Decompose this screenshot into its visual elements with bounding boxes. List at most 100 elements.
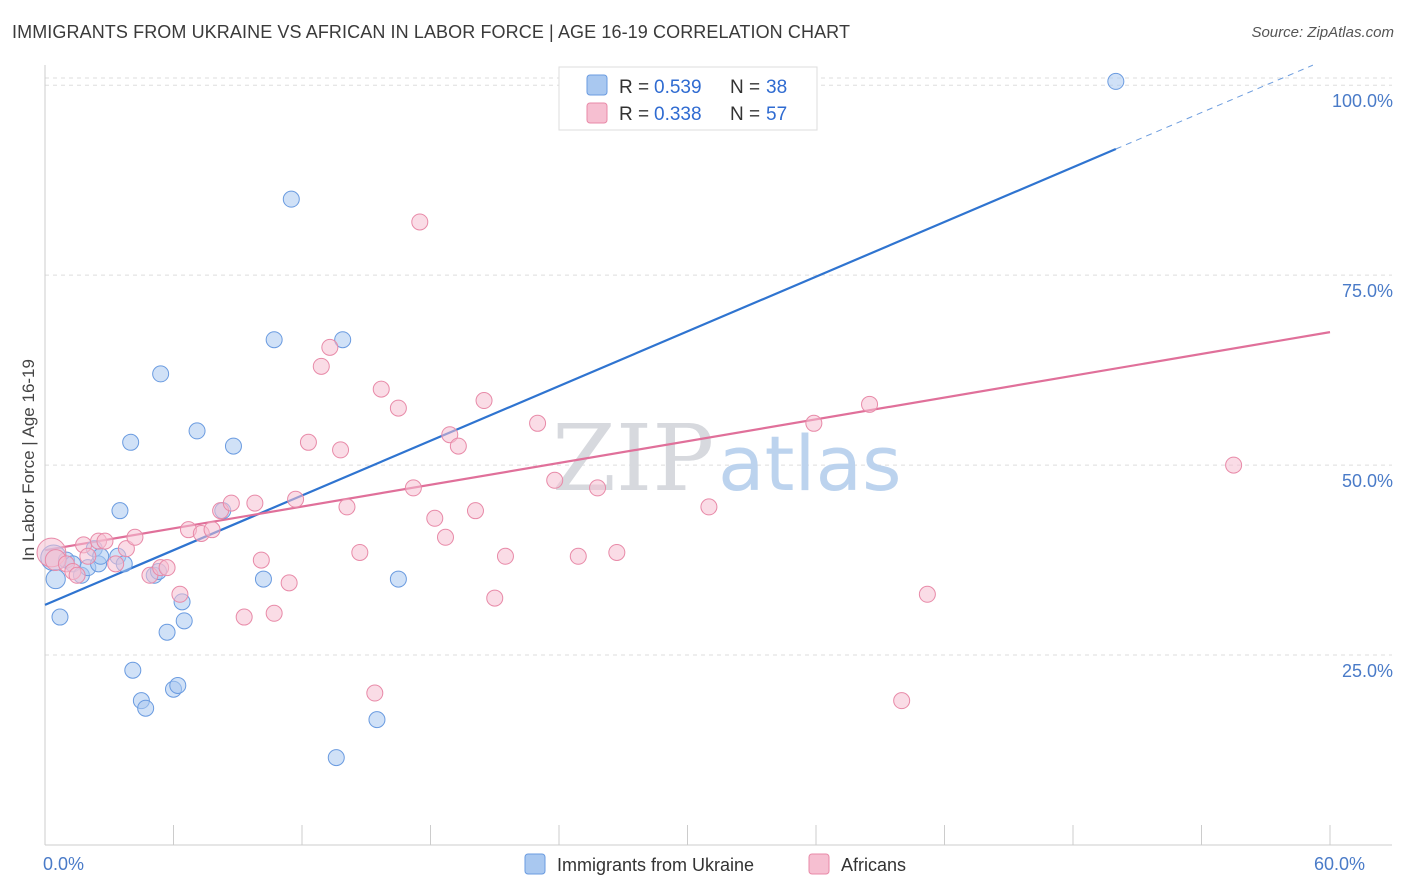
points-layer xyxy=(36,72,1243,767)
legend-n-label-ukraine: N = xyxy=(730,77,760,98)
point-ukraine-29 xyxy=(265,331,283,349)
point-africans-24 xyxy=(265,604,283,622)
point-africans-53 xyxy=(861,395,879,413)
point-africans-29 xyxy=(321,338,339,356)
bottom-legend-swatch-africans xyxy=(808,853,830,875)
point-africans-38 xyxy=(436,528,454,546)
point-africans-49 xyxy=(608,543,626,561)
legend-swatch-ukraine xyxy=(586,74,608,96)
axes-layer: 25.0% 50.0% 75.0% 100.0% 0.0% 60.0% xyxy=(43,65,1393,874)
legend-n-value-africans: 57 xyxy=(766,104,787,125)
watermark: ZIP atlas xyxy=(552,405,902,512)
point-ukraine-2 xyxy=(51,608,69,626)
chart-source: Source: ZipAtlas.com xyxy=(1251,24,1394,41)
point-ukraine-16 xyxy=(137,699,155,717)
point-africans-46 xyxy=(546,471,564,489)
point-africans-43 xyxy=(486,589,504,607)
point-ukraine-34 xyxy=(389,570,407,588)
point-ukraine-31 xyxy=(327,749,345,767)
point-africans-51 xyxy=(700,498,718,516)
point-africans-14 xyxy=(158,559,176,577)
legend-r-label-ukraine: R = xyxy=(619,77,649,98)
legend-top: R = 0.539 N = 38 R = 0.338 N = 57 xyxy=(558,66,818,131)
point-africans-6 xyxy=(79,547,97,565)
point-ukraine-19 xyxy=(152,365,170,383)
legend-swatch-africans xyxy=(586,102,608,124)
point-ukraine-14 xyxy=(124,661,142,679)
point-africans-26 xyxy=(287,490,305,508)
grid-layer xyxy=(45,77,1392,656)
x-tick-label-1: 60.0% xyxy=(1314,854,1365,874)
legend-n-value-ukraine: 38 xyxy=(766,77,787,98)
point-africans-31 xyxy=(338,498,356,516)
point-ukraine-28 xyxy=(254,570,272,588)
point-africans-40 xyxy=(449,437,467,455)
point-africans-15 xyxy=(171,585,189,603)
point-ukraine-24 xyxy=(175,612,193,630)
point-africans-22 xyxy=(246,494,264,512)
point-africans-30 xyxy=(332,441,350,459)
point-africans-54 xyxy=(893,692,911,710)
point-africans-45 xyxy=(529,414,547,432)
point-africans-56 xyxy=(1225,456,1243,474)
point-africans-8 xyxy=(96,532,114,550)
point-ukraine-30 xyxy=(282,190,300,208)
point-africans-36 xyxy=(404,479,422,497)
point-africans-34 xyxy=(372,380,390,398)
point-ukraine-35 xyxy=(1107,72,1125,90)
trend-line-ukraine-extension xyxy=(1115,64,1314,150)
point-ukraine-1 xyxy=(45,568,66,590)
point-africans-32 xyxy=(351,543,369,561)
point-africans-47 xyxy=(569,547,587,565)
point-ukraine-22 xyxy=(169,676,187,694)
point-africans-37 xyxy=(426,509,444,527)
point-africans-23 xyxy=(252,551,270,569)
legend-r-value-ukraine: 0.539 xyxy=(654,77,702,98)
trend-line-ukraine xyxy=(44,148,1117,606)
y-axis-label: In Labor Force | Age 16-19 xyxy=(19,359,38,561)
watermark-atlas: atlas xyxy=(718,419,902,508)
point-africans-20 xyxy=(222,494,240,512)
point-ukraine-25 xyxy=(188,422,206,440)
point-africans-39 xyxy=(441,426,459,444)
point-africans-4 xyxy=(68,566,86,584)
trend-line-africans xyxy=(44,331,1331,552)
point-africans-28 xyxy=(312,357,330,375)
legend-n-label-africans: N = xyxy=(730,104,760,125)
point-africans-18 xyxy=(203,521,221,539)
point-ukraine-32 xyxy=(334,331,352,349)
point-africans-48 xyxy=(589,479,607,497)
bottom-legend-swatch-ukraine xyxy=(524,853,546,875)
point-africans-11 xyxy=(126,528,144,546)
point-africans-25 xyxy=(280,574,298,592)
point-ukraine-11 xyxy=(111,502,129,520)
point-africans-44 xyxy=(496,547,514,565)
x-tick-label-0: 0.0% xyxy=(43,854,84,874)
point-africans-9 xyxy=(107,555,125,573)
chart-title: IMMIGRANTS FROM UKRAINE VS AFRICAN IN LA… xyxy=(12,22,851,42)
point-africans-33 xyxy=(366,684,384,702)
y-tick-label-2: 75.0% xyxy=(1342,281,1393,301)
point-africans-42 xyxy=(475,392,493,410)
point-africans-55 xyxy=(918,585,936,603)
legend-bottom: Immigrants from Ukraine Africans xyxy=(524,853,906,875)
point-ukraine-13 xyxy=(122,433,140,451)
point-africans-52 xyxy=(805,414,823,432)
trend-layer xyxy=(44,64,1331,606)
bottom-legend-label-ukraine: Immigrants from Ukraine xyxy=(557,855,754,875)
point-africans-50 xyxy=(411,213,429,231)
y-tick-label-0: 25.0% xyxy=(1342,661,1393,681)
watermark-zip: ZIP xyxy=(552,405,714,512)
point-ukraine-20 xyxy=(158,623,176,641)
bottom-legend-label-africans: Africans xyxy=(841,855,906,875)
y-tick-label-3: 100.0% xyxy=(1332,91,1393,111)
point-africans-27 xyxy=(299,433,317,451)
y-tick-label-1: 50.0% xyxy=(1342,471,1393,491)
legend-r-value-africans: 0.338 xyxy=(654,104,702,125)
point-ukraine-27 xyxy=(224,437,242,455)
legend-r-label-africans: R = xyxy=(619,104,649,125)
point-africans-35 xyxy=(389,399,407,417)
point-africans-21 xyxy=(235,608,253,626)
point-ukraine-33 xyxy=(368,711,386,729)
